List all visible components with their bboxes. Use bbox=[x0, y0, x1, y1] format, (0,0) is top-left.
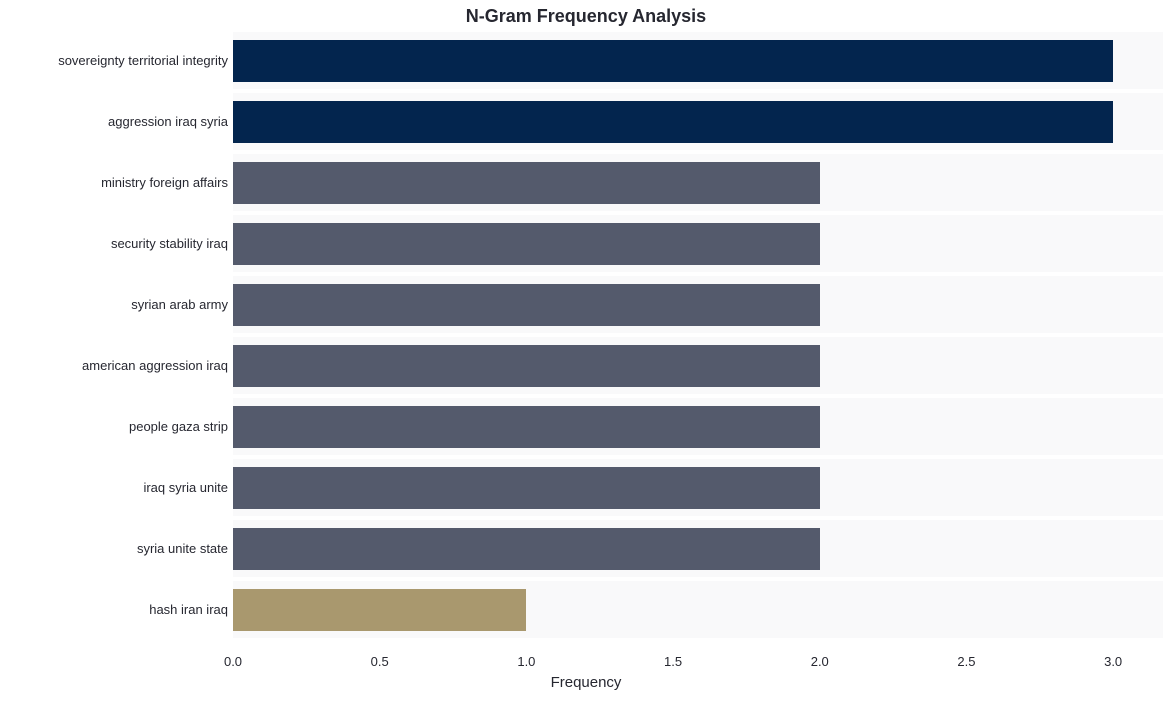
y-tick-label: sovereignty territorial integrity bbox=[3, 32, 228, 89]
y-tick-label: aggression iraq syria bbox=[3, 93, 228, 150]
ngram-frequency-chart: N-Gram Frequency Analysis sovereignty te… bbox=[0, 0, 1172, 701]
x-tick-label: 2.0 bbox=[811, 654, 829, 669]
plot-area bbox=[233, 36, 1163, 646]
bar bbox=[233, 223, 820, 265]
y-tick-label: american aggression iraq bbox=[3, 337, 228, 394]
y-tick-label: hash iran iraq bbox=[3, 581, 228, 638]
bar bbox=[233, 284, 820, 326]
x-tick-label: 1.5 bbox=[664, 654, 682, 669]
bar bbox=[233, 467, 820, 509]
x-tick-label: 0.5 bbox=[371, 654, 389, 669]
x-tick-label: 2.5 bbox=[957, 654, 975, 669]
bar bbox=[233, 406, 820, 448]
bar bbox=[233, 101, 1113, 143]
y-tick-label: ministry foreign affairs bbox=[3, 154, 228, 211]
x-tick-label: 3.0 bbox=[1104, 654, 1122, 669]
y-tick-label: people gaza strip bbox=[3, 398, 228, 455]
x-tick-label: 0.0 bbox=[224, 654, 242, 669]
y-tick-label: syria unite state bbox=[3, 520, 228, 577]
y-tick-label: security stability iraq bbox=[3, 215, 228, 272]
chart-title: N-Gram Frequency Analysis bbox=[0, 6, 1172, 27]
bar bbox=[233, 40, 1113, 82]
bar bbox=[233, 345, 820, 387]
y-tick-label: iraq syria unite bbox=[3, 459, 228, 516]
bar bbox=[233, 528, 820, 570]
bar bbox=[233, 589, 526, 631]
y-tick-label: syrian arab army bbox=[3, 276, 228, 333]
x-axis-title: Frequency bbox=[0, 674, 1172, 691]
bar bbox=[233, 162, 820, 204]
x-tick-label: 1.0 bbox=[517, 654, 535, 669]
